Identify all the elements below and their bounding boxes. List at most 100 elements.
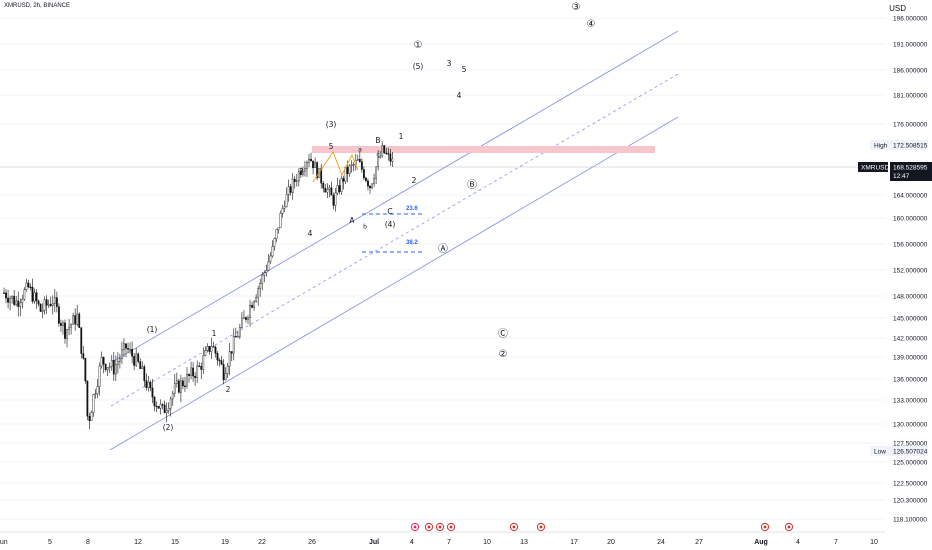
candle-body — [381, 145, 384, 157]
candle-body — [23, 289, 26, 300]
candle-body — [273, 238, 276, 247]
candle-body — [90, 412, 93, 421]
candle-body — [342, 178, 345, 182]
elliott-channel — [109, 30, 679, 451]
event-icon-dot — [763, 525, 767, 529]
time-tick-label: 4 — [796, 539, 800, 546]
candle-body — [165, 410, 168, 414]
candle-body — [257, 288, 260, 298]
candle-body — [163, 404, 166, 414]
candle-body — [387, 153, 390, 155]
candle-body — [249, 305, 251, 319]
candle-body — [340, 178, 343, 192]
candle-body — [11, 295, 14, 299]
candle-body — [240, 317, 243, 328]
candle-body — [304, 168, 306, 172]
candle-body — [47, 303, 50, 306]
candle-body — [19, 302, 22, 307]
candle-body — [308, 158, 310, 163]
candle-body — [104, 363, 107, 371]
candle-body — [94, 393, 97, 395]
price-tick-label: 181.000000 — [893, 93, 928, 100]
candle-body — [64, 322, 66, 339]
price-axis[interactable]: 196.000000 191.000000 186.000000 181.000000… — [858, 16, 932, 524]
time-tick-label: 24 — [657, 539, 665, 546]
candle-body — [45, 299, 48, 306]
time-tick-label: 7 — [834, 539, 838, 546]
candle-body — [283, 206, 286, 209]
wave-label: 5 — [329, 142, 334, 151]
candle-body — [143, 366, 146, 381]
candle-body — [377, 157, 380, 168]
price-tick-label: 139.000000 — [893, 355, 928, 362]
candle-body — [17, 300, 20, 307]
candle-body — [261, 274, 264, 284]
candle-body — [255, 297, 258, 302]
wave-label: c — [376, 152, 379, 159]
event-icon-dot — [427, 525, 431, 529]
price-tick-label: 133.000000 — [893, 398, 928, 405]
time-axis[interactable]: Jun 5 8 12 15 19 22 26 Jul 4 7 10 13 17 20 24 27 Aug 4 7 10 — [0, 531, 885, 546]
candle-body — [135, 353, 138, 366]
candle-body — [41, 310, 44, 312]
candle-body — [62, 322, 64, 326]
candle-body — [96, 386, 99, 394]
time-tick-label: Jul — [369, 539, 379, 546]
wave-label: b — [363, 224, 367, 231]
time-tick-label: 26 — [308, 539, 316, 546]
event-icon-dot — [787, 525, 791, 529]
price-tick-label: 127.500000 — [893, 441, 928, 448]
candle-body — [121, 349, 123, 359]
candle-body — [196, 365, 199, 378]
candle-body — [230, 351, 233, 354]
candle-body — [184, 385, 186, 387]
channel-lower-line — [109, 116, 679, 451]
candle-body — [295, 180, 298, 182]
price-tick-label: 152.000000 — [893, 268, 928, 275]
candle-body — [226, 365, 229, 374]
candle-body — [13, 295, 16, 305]
wave-label: (4) — [385, 220, 396, 229]
candle-body — [39, 303, 42, 312]
candle-body — [66, 329, 68, 339]
candle-body — [259, 283, 262, 289]
time-tick-label: 27 — [695, 539, 703, 546]
price-tick-label: 145.000000 — [893, 316, 928, 323]
candle-body — [21, 298, 24, 304]
candle-body — [173, 383, 176, 394]
candle-body — [293, 178, 296, 182]
candle-body — [35, 292, 38, 302]
candle-body — [251, 305, 253, 308]
candle-body — [291, 178, 294, 193]
wave-label: (3) — [326, 120, 337, 129]
candle-body — [267, 261, 270, 271]
time-tick-label: 7 — [447, 539, 451, 546]
candle-body — [214, 346, 217, 354]
candle-body — [190, 367, 192, 376]
candle-body — [123, 343, 125, 351]
candle-body — [216, 353, 219, 361]
resistance-zone — [312, 146, 655, 153]
wave-label: 1 — [212, 329, 217, 338]
candle-body — [31, 287, 34, 302]
candle-body — [369, 185, 371, 189]
candle-body — [346, 166, 349, 174]
candle-body — [289, 186, 292, 193]
candle-body — [324, 188, 327, 193]
candle-body — [365, 177, 367, 182]
candle-body — [383, 145, 386, 154]
candle-body — [55, 297, 58, 307]
candle-body — [228, 351, 231, 367]
candle-body — [49, 303, 52, 306]
event-markers[interactable] — [410, 522, 794, 532]
candle-body — [202, 355, 205, 370]
candle-body — [68, 326, 70, 330]
time-tick-label: Jun — [0, 539, 8, 546]
candle-body — [131, 349, 133, 357]
candle-body — [200, 366, 203, 370]
candle-body — [391, 158, 394, 162]
candle-body — [334, 192, 337, 206]
fib-level-label: 38.2 — [406, 240, 418, 246]
candle-body — [149, 381, 152, 389]
